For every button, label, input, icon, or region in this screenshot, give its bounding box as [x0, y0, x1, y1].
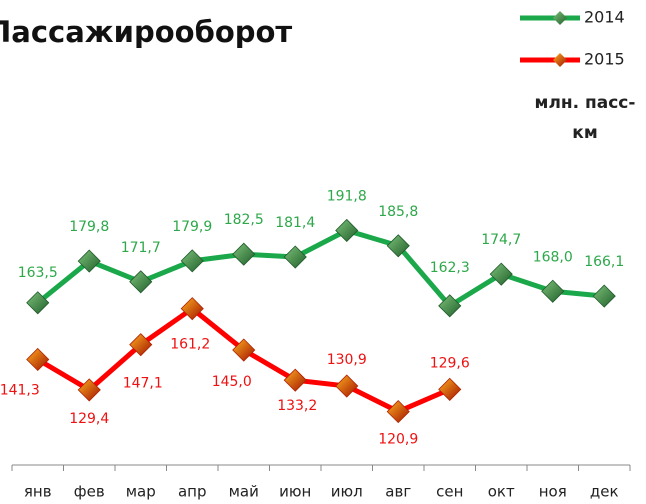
data-point	[386, 234, 410, 258]
x-tick-label: апр	[178, 483, 207, 501]
x-tick-label: дек	[590, 483, 619, 501]
x-tick-label: фев	[74, 483, 105, 501]
data-label: 141,3	[0, 382, 40, 398]
data-point	[180, 249, 204, 273]
data-point	[129, 333, 153, 357]
legend-label: 2014	[584, 8, 625, 27]
legend-label: 2015	[584, 50, 625, 69]
x-tick-label: июл	[331, 483, 363, 501]
data-label: 162,3	[430, 260, 470, 276]
x-tick-label: мар	[126, 483, 156, 501]
data-point	[26, 291, 50, 315]
data-point	[232, 242, 256, 266]
data-point	[489, 262, 513, 286]
data-label: 181,4	[275, 215, 315, 231]
data-label: 166,1	[584, 254, 624, 270]
data-label: 179,9	[172, 219, 212, 235]
data-point	[180, 297, 204, 321]
legend-marker	[553, 11, 567, 25]
data-point	[283, 368, 307, 392]
data-label: 168,0	[533, 249, 573, 265]
x-tick-label: янв	[24, 483, 52, 501]
chart-title: Пассажирооборот	[0, 15, 292, 49]
data-point	[335, 218, 359, 243]
data-label: 147,1	[123, 376, 163, 392]
data-point	[26, 347, 50, 372]
x-tick-label: май	[229, 483, 259, 501]
data-label: 120,9	[378, 432, 418, 448]
data-point	[335, 374, 359, 398]
data-label: 179,8	[69, 219, 109, 235]
legend-marker	[553, 53, 567, 67]
data-point	[541, 279, 565, 303]
data-label: 163,5	[18, 265, 58, 281]
data-label: 161,2	[170, 337, 210, 353]
x-tick-label: окт	[488, 483, 515, 501]
data-label: 182,5	[224, 212, 264, 228]
x-tick-label: авг	[385, 483, 411, 501]
data-label: 129,4	[69, 411, 109, 427]
data-point	[77, 378, 101, 402]
data-label: 191,8	[327, 188, 367, 204]
x-tick-label: июн	[279, 483, 311, 501]
data-label: 133,2	[277, 398, 317, 414]
data-label: 174,7	[481, 232, 521, 248]
data-label: 171,7	[121, 240, 161, 256]
data-point	[438, 377, 462, 401]
unit-label: млн. пасс-км	[534, 93, 636, 143]
data-point	[283, 245, 307, 269]
data-label: 145,0	[212, 374, 252, 390]
data-point	[438, 294, 462, 318]
data-point	[592, 284, 616, 308]
data-label: 129,6	[430, 355, 470, 371]
x-tick-label: сен	[436, 483, 463, 501]
data-point	[386, 400, 410, 424]
x-tick-label: ноя	[539, 483, 567, 501]
data-point	[232, 338, 256, 362]
data-point	[77, 249, 101, 273]
data-label: 185,8	[378, 204, 418, 220]
data-point	[129, 270, 153, 294]
data-label: 130,9	[327, 352, 367, 368]
